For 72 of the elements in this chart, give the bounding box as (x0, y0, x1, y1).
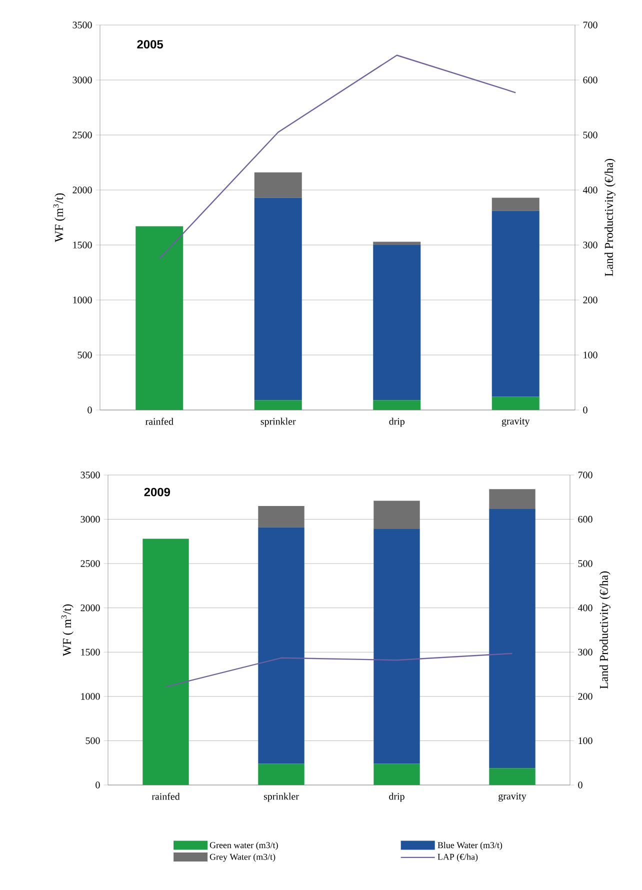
y2-tick-label: 300 (578, 648, 592, 656)
text: 2009 (144, 488, 170, 496)
y-tick-label: 1500 (81, 648, 100, 656)
y2-tick-label: 700 (583, 22, 598, 28)
y-tick-label: 500 (78, 352, 92, 358)
y2-tick-label: 500 (578, 560, 592, 567)
x-tick-label: gravity (498, 792, 526, 802)
y-tick-label: 1000 (81, 693, 100, 700)
y-tick-label: 1500 (73, 242, 92, 248)
bar (374, 764, 420, 785)
bar (492, 198, 540, 211)
y2-tick-label: 500 (583, 132, 598, 138)
y2-tick-label: 400 (582, 186, 598, 194)
y-tick-label: 2500 (72, 132, 92, 138)
y2-tick-label: 0 (578, 782, 582, 788)
bar (492, 396, 540, 410)
bar (489, 508, 536, 768)
y-tick-label: 3500 (72, 22, 92, 28)
x-tick-label: gravity (502, 418, 530, 427)
y2-tick-label: 600 (583, 76, 598, 84)
legend-label: LAP (€/ha) (438, 854, 478, 862)
y-tick-label: 0 (96, 782, 100, 788)
y-tick-label: 3000 (72, 76, 92, 84)
line-series (158, 54, 516, 260)
y2-tick-label: 200 (578, 693, 592, 700)
legend-label: Grey Water (m3/t) (210, 854, 276, 862)
bar (142, 538, 189, 785)
x-tick-label: drip (389, 418, 405, 427)
x-tick-label: rainfed (152, 792, 180, 800)
text: 2005 (137, 40, 164, 49)
bar (254, 172, 302, 198)
y2-tick-label: 400 (578, 604, 592, 612)
y2-tick-label: 0 (583, 406, 588, 414)
x-tick-label: drip (389, 792, 404, 802)
bar (373, 242, 421, 245)
y-tick-label: 3000 (80, 516, 100, 523)
bar (374, 529, 420, 764)
y2-tick-label: 100 (578, 737, 592, 744)
y2-tick-label: 600 (578, 516, 592, 523)
y-tick-label: 2000 (80, 604, 100, 612)
y-axis-title: WF (m$^{3}$/t) (53, 193, 66, 242)
x-tick-label: rainfed (145, 418, 174, 425)
legend-label: Blue Water (m3/t) (438, 842, 502, 850)
y2-tick-label: 700 (578, 472, 592, 478)
bar (258, 764, 304, 785)
y2-axis-title: Land Productivity (€/ha) (600, 571, 610, 689)
x-tick-label: sprinkler (260, 418, 296, 427)
bar (373, 400, 421, 410)
y2-axis-title: Land Productivity (€/ha) (604, 158, 616, 276)
y-tick-label: 2000 (72, 186, 92, 194)
bar (136, 226, 184, 410)
bar (489, 768, 536, 785)
y-tick-label: 0 (88, 406, 92, 414)
bar (258, 506, 304, 528)
legend-label: Green water (m3/t) (210, 842, 278, 850)
bar (254, 198, 302, 400)
y-tick-label: 1000 (73, 296, 92, 304)
y2-tick-label: 300 (583, 242, 598, 248)
bar (254, 400, 302, 410)
y-tick-label: 2500 (80, 560, 100, 567)
y-tick-label: 500 (86, 737, 100, 744)
line-series (165, 652, 513, 688)
y-tick-label: 3500 (80, 472, 100, 478)
bar (489, 489, 536, 509)
bar (373, 244, 421, 400)
y2-tick-label: 200 (583, 296, 598, 304)
bar (258, 527, 304, 764)
x-tick-label: sprinkler (264, 792, 299, 802)
y2-tick-label: 100 (584, 352, 598, 358)
bar (374, 500, 420, 530)
y-axis-title: WF ( m$^{3}$/t) (61, 604, 74, 656)
bar (492, 210, 540, 397)
